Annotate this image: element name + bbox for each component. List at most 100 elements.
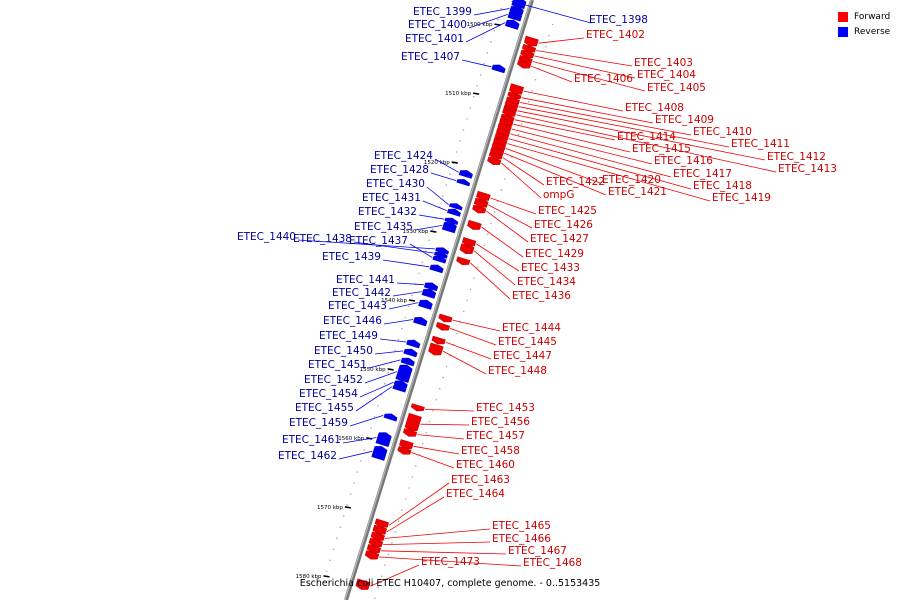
label-ETEC_1412[interactable]: ETEC_1412	[767, 151, 826, 163]
label-ETEC_1405[interactable]: ETEC_1405	[647, 82, 706, 94]
label-ETEC_1462[interactable]: ETEC_1462	[278, 450, 337, 462]
label-ETEC_1445[interactable]: ETEC_1445	[498, 336, 557, 348]
gene-ETEC_1428[interactable]	[456, 179, 471, 187]
gene-ETEC_1452[interactable]	[395, 364, 413, 383]
label-ETEC_1420[interactable]: ETEC_1420	[602, 174, 661, 186]
label-ETEC_1464[interactable]: ETEC_1464	[446, 488, 505, 500]
gene-ETEC_1458[interactable]	[399, 439, 414, 450]
label-ETEC_1452[interactable]: ETEC_1452	[304, 374, 363, 386]
gene-ETEC_1437[interactable]	[432, 255, 447, 264]
gene-ETEC_1400[interactable]	[507, 11, 523, 22]
label-ETEC_1448[interactable]: ETEC_1448	[488, 365, 547, 377]
gene-ETEC_1451[interactable]	[400, 357, 415, 367]
label-ETEC_1446[interactable]: ETEC_1446	[323, 315, 382, 327]
label-ETEC_1461[interactable]: ETEC_1461	[282, 434, 341, 446]
gene-ETEC_1456[interactable]	[404, 412, 422, 432]
gene-ETEC_1432[interactable]	[444, 217, 459, 225]
label-ETEC_1422[interactable]: ETEC_1422	[546, 176, 605, 188]
gene-ETEC_1407[interactable]	[491, 64, 506, 74]
label-ETEC_1415[interactable]: ETEC_1415	[632, 143, 691, 155]
label-ETEC_1447[interactable]: ETEC_1447	[493, 350, 552, 362]
gene-ETEC_1441[interactable]	[423, 282, 439, 292]
label-ETEC_1460[interactable]: ETEC_1460	[456, 459, 515, 471]
label-ETEC_1419[interactable]: ETEC_1419	[712, 192, 771, 204]
gene-ompG[interactable]	[487, 156, 502, 166]
gene-ETEC_1427[interactable]	[472, 204, 487, 214]
gene-ETEC_1464[interactable]	[372, 524, 388, 535]
label-ETEC_1437[interactable]: ETEC_1437	[349, 235, 408, 247]
label-ETEC_1417[interactable]: ETEC_1417	[673, 168, 732, 180]
gene-ETEC_1433[interactable]	[461, 237, 477, 247]
label-ETEC_1416[interactable]: ETEC_1416	[654, 155, 713, 167]
gene-ETEC_1450[interactable]	[403, 348, 418, 358]
gene-ETEC_1408[interactable]	[508, 83, 525, 95]
gene-ETEC_1443[interactable]	[418, 299, 433, 310]
gene-ETEC_1425[interactable]	[476, 190, 491, 201]
gene-ETEC_1468[interactable]	[364, 550, 380, 560]
label-ETEC_1442[interactable]: ETEC_1442	[332, 287, 391, 299]
gene-ETEC_1440[interactable]	[435, 247, 450, 255]
label-ETEC_1411[interactable]: ETEC_1411	[731, 138, 790, 150]
gene-ETEC_1438[interactable]	[433, 251, 448, 259]
label-ETEC_1401[interactable]: ETEC_1401	[405, 33, 464, 45]
label-ETEC_1433[interactable]: ETEC_1433	[521, 262, 580, 274]
label-ETEC_1467[interactable]: ETEC_1467	[508, 545, 567, 557]
label-ETEC_1404[interactable]: ETEC_1404	[637, 69, 696, 81]
gene-ETEC_1429[interactable]	[467, 219, 482, 230]
gene-ETEC_1442[interactable]	[421, 288, 437, 299]
gene-ETEC_1473[interactable]	[355, 578, 371, 590]
label-ETEC_1414[interactable]: ETEC_1414	[617, 131, 676, 143]
label-ETEC_1427[interactable]: ETEC_1427	[530, 233, 589, 245]
gene-ETEC_1406[interactable]	[517, 59, 532, 69]
gene-ETEC_1460[interactable]	[397, 446, 412, 455]
gene-ETEC_1466[interactable]	[368, 537, 384, 548]
label-ETEC_1399[interactable]: ETEC_1399	[413, 6, 472, 18]
label-ETEC_1453[interactable]: ETEC_1453	[476, 402, 535, 414]
gene-ETEC_1403[interactable]	[521, 43, 537, 53]
label-ETEC_1421[interactable]: ETEC_1421	[608, 186, 667, 198]
gene-ETEC_1424[interactable]	[458, 170, 473, 179]
gene-ETEC_1436[interactable]	[456, 256, 471, 266]
gene-ETEC_1434[interactable]	[459, 243, 475, 254]
gene-ETEC_1461[interactable]	[375, 432, 392, 448]
label-ETEC_1408[interactable]: ETEC_1408	[625, 102, 684, 114]
label-ETEC_1431[interactable]: ETEC_1431	[362, 192, 421, 204]
label-ETEC_1456[interactable]: ETEC_1456	[471, 416, 530, 428]
label-ETEC_1426[interactable]: ETEC_1426	[534, 219, 593, 231]
label-ETEC_1449[interactable]: ETEC_1449	[319, 330, 378, 342]
gene-ETEC_1447[interactable]	[431, 335, 446, 345]
gene-ETEC_1398[interactable]	[511, 0, 527, 10]
label-ETEC_1430[interactable]: ETEC_1430	[366, 178, 425, 190]
label-ETEC_1435[interactable]: ETEC_1435	[354, 221, 413, 233]
label-ETEC_1444[interactable]: ETEC_1444	[502, 322, 561, 334]
gene-ETEC_1413[interactable]	[502, 108, 517, 117]
gene-ETEC_1439[interactable]	[429, 264, 444, 274]
label-ETEC_1432[interactable]: ETEC_1432	[358, 206, 417, 218]
label-ETEC_1413[interactable]: ETEC_1413	[778, 163, 837, 175]
label-ETEC_1409[interactable]: ETEC_1409	[655, 114, 714, 126]
label-ETEC_1434[interactable]: ETEC_1434	[517, 276, 576, 288]
gene-ETEC_1422[interactable]	[488, 151, 503, 160]
label-ETEC_1429[interactable]: ETEC_1429	[525, 248, 584, 260]
label-ETEC_1451[interactable]: ETEC_1451	[308, 359, 367, 371]
gene-ETEC_1430[interactable]	[448, 203, 463, 211]
label-ETEC_1465[interactable]: ETEC_1465	[492, 520, 551, 532]
gene-ETEC_1455[interactable]	[392, 384, 407, 393]
label-ETEC_1455[interactable]: ETEC_1455	[295, 402, 354, 414]
gene-ETEC_1401[interactable]	[504, 19, 520, 30]
label-ETEC_1454[interactable]: ETEC_1454	[299, 388, 358, 400]
label-ETEC_1400[interactable]: ETEC_1400	[408, 19, 467, 31]
gene-ETEC_1463[interactable]	[374, 518, 390, 528]
label-ETEC_1410[interactable]: ETEC_1410	[693, 126, 752, 138]
label-ETEC_1466[interactable]: ETEC_1466	[492, 533, 551, 545]
label-ETEC_1438[interactable]: ETEC_1438	[293, 233, 352, 245]
label-ETEC_1439[interactable]: ETEC_1439	[322, 251, 381, 263]
label-ETEC_1402[interactable]: ETEC_1402	[586, 29, 645, 41]
gene-ETEC_1435[interactable]	[441, 221, 457, 234]
label-ETEC_1403[interactable]: ETEC_1403	[634, 57, 693, 69]
gene-ETEC_1459[interactable]	[383, 413, 398, 422]
label-ETEC_1441[interactable]: ETEC_1441	[336, 274, 395, 286]
label-ETEC_1436[interactable]: ETEC_1436	[512, 290, 571, 302]
gene-ETEC_1426[interactable]	[473, 197, 489, 208]
label-ETEC_1407[interactable]: ETEC_1407	[401, 51, 460, 63]
